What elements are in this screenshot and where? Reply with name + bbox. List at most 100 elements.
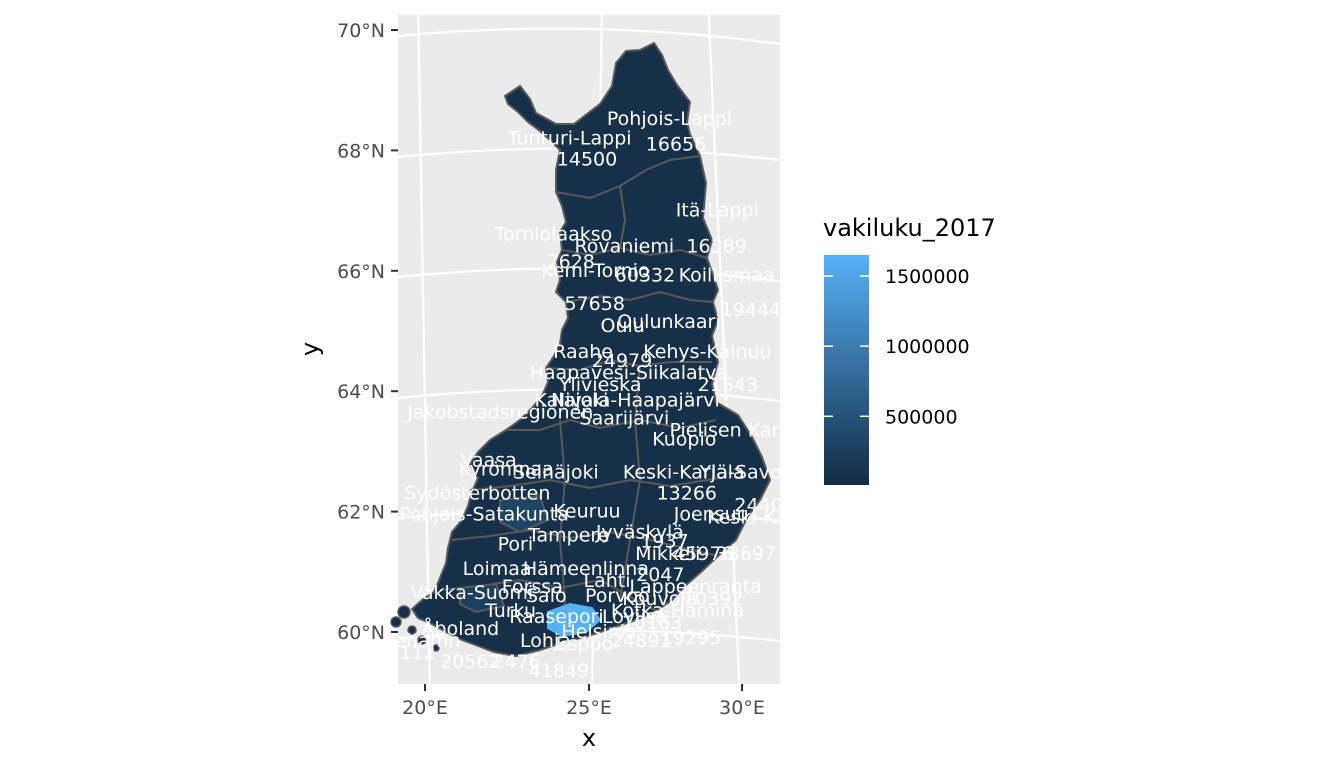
region-label: Kouvola: [622, 588, 697, 610]
legend-title: vakiluku_2017: [823, 214, 996, 242]
region-label: 57658: [564, 293, 624, 315]
region-label: Tampere: [527, 525, 609, 547]
y-tick-label: 70°N: [337, 20, 385, 42]
region-label: 33697: [716, 543, 776, 565]
x-tick-label: 20°E: [402, 697, 448, 719]
region-label: Mariehamn: [353, 630, 460, 652]
region-turku: [459, 582, 506, 614]
region-border-east: [619, 185, 627, 249]
y-tick-label: 66°N: [337, 261, 385, 283]
y-tick-label: 68°N: [337, 140, 385, 162]
y-axis-title: y: [296, 342, 324, 356]
x-tick-label: 25°E: [566, 697, 612, 719]
region-label: Lahti: [584, 570, 631, 592]
region-label: 19295: [661, 627, 721, 649]
region-label: Turku: [484, 600, 536, 622]
region-label: Porvoo: [585, 585, 650, 607]
region-label: 1937: [640, 531, 688, 553]
region-label: Rovaniemi: [574, 236, 674, 258]
region-label: 16389: [686, 236, 746, 258]
region-label: 16656: [646, 133, 706, 155]
region-label: Mikkeli: [635, 543, 700, 565]
region-label: 2047: [636, 564, 684, 586]
region-tampere: [499, 494, 550, 534]
region-label: Saarijärvi: [580, 407, 670, 429]
region-label: 10163: [622, 612, 682, 634]
region-border-lapland: [555, 155, 701, 200]
legend: vakiluku_2017 500000 1000000 1500000: [823, 214, 996, 485]
region-label: Keuruu: [553, 501, 620, 523]
region-label: Torniolaakso: [494, 224, 613, 246]
region-helsinki: [547, 602, 602, 638]
region-border-oulu: [545, 358, 712, 372]
region-label: 112: [399, 642, 435, 664]
finland-regions: [410, 41, 772, 658]
region-label: 7628: [547, 251, 595, 273]
region-label: Pohjois-Satakunta: [399, 504, 569, 526]
legend-tick-label: 1500000: [885, 266, 970, 288]
region-label: Oulu: [601, 315, 645, 337]
region-border-mid: [506, 418, 717, 431]
island: [417, 635, 427, 645]
aland-islands: [390, 605, 440, 652]
legend-colorbar: [824, 255, 869, 485]
region-label: Ylä-Savo: [699, 462, 782, 484]
island: [397, 605, 411, 619]
region-border-north: [565, 290, 714, 303]
region-label: 14500: [557, 148, 617, 170]
parallel-70: [398, 27, 780, 46]
region-label: 2476: [492, 651, 540, 673]
region-label: Lohja: [520, 630, 571, 652]
region-label: Tunturi-Lappi: [507, 127, 632, 149]
region-border-v2: [619, 365, 642, 601]
y-tick-label: 62°N: [337, 502, 385, 524]
region-label: 24891: [611, 630, 671, 652]
region-label: Kehys-Kainuu: [643, 341, 771, 363]
region-label: Haapavesi-Siikalatva: [530, 362, 728, 384]
region-label: Ylivieska: [558, 374, 642, 396]
meridian-20: [417, 15, 431, 684]
region-label: Pori: [498, 534, 534, 556]
region-label: Pohjois-Lappi: [607, 108, 732, 130]
region-label: Kuopio: [652, 428, 716, 450]
region-label: Lappeenranta: [629, 576, 761, 598]
region-label: Sydösterbotten: [404, 483, 550, 505]
island: [432, 644, 440, 652]
region-label: 24979: [592, 350, 652, 372]
region-label: Raahe: [553, 341, 613, 363]
region-label: 45976: [673, 543, 733, 565]
region-label: Forssa: [502, 576, 563, 598]
region-label: Kemi-Tornio: [541, 260, 650, 282]
island: [407, 625, 417, 635]
region-label: 13266: [657, 483, 717, 505]
region-border-south1: [469, 477, 721, 491]
region-label: 60332: [615, 265, 675, 287]
legend-ticks: 500000 1000000 1500000: [824, 266, 970, 428]
x-tick-label: 30°E: [719, 697, 765, 719]
region-label: Keski-Karjala: [707, 507, 829, 529]
region-label: Jyväskylä: [595, 522, 684, 544]
region-label: 10392: [683, 588, 743, 610]
region-label: Nivala-Haapajärvi: [551, 389, 720, 411]
region-label: Salo: [526, 585, 567, 607]
region-label: Loviisa: [602, 606, 667, 628]
region-label: 24409: [734, 495, 794, 517]
y-axis: 60°N 62°N 64°N 66°N 68°N 70°N: [337, 20, 398, 644]
y-tick-label: 64°N: [337, 381, 385, 403]
region-label: Hämeenlinna: [523, 558, 649, 580]
region-label: Espoo: [556, 633, 613, 655]
region-label: Kotka-Hamina: [611, 600, 744, 622]
region-label: 19444: [721, 299, 781, 321]
region-border-south2: [451, 528, 719, 557]
region-label: 20562: [440, 651, 500, 673]
region-label: Keski-Karjala: [623, 462, 745, 484]
region-label: Oulunkaari: [617, 311, 720, 333]
x-axis-title: x: [582, 724, 596, 752]
region-label: Seinäjoki: [513, 462, 599, 484]
region-label: Åboland: [422, 617, 500, 640]
region-label: Kalajoki: [535, 389, 609, 411]
y-tick-label: 60°N: [337, 622, 385, 644]
region-border-lapland-2: [561, 246, 708, 259]
